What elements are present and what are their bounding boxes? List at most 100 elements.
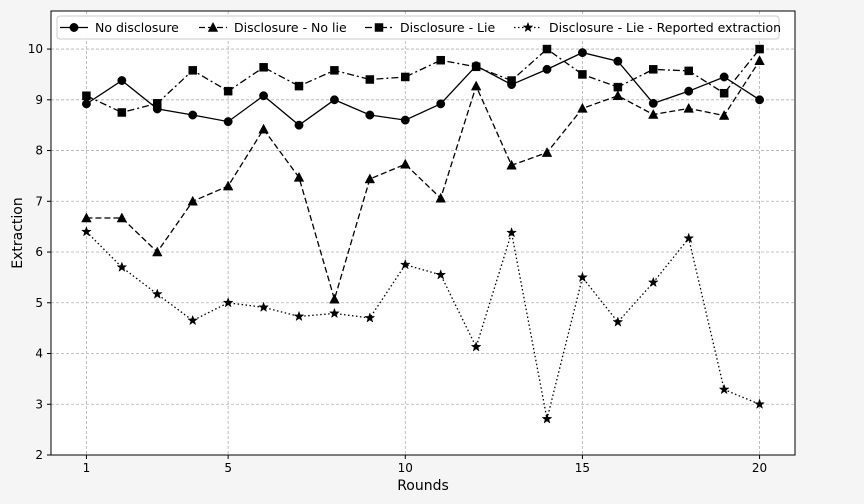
data-point — [365, 75, 375, 84]
data-point — [755, 95, 765, 105]
data-point — [647, 276, 659, 288]
data-point — [541, 147, 553, 157]
series-2 — [81, 55, 765, 304]
data-point — [542, 44, 552, 54]
data-point — [436, 55, 445, 65]
data-point — [81, 212, 92, 223]
data-point — [329, 95, 339, 105]
data-point — [754, 398, 766, 409]
data-point — [364, 173, 376, 184]
data-point — [612, 316, 624, 327]
data-point — [152, 246, 163, 257]
y-axis-title: Extraction — [10, 197, 26, 268]
x-tick-label: 20 — [752, 461, 767, 475]
data-point — [222, 180, 234, 191]
data-point — [258, 301, 270, 312]
data-point — [613, 56, 623, 66]
x-tick-label: 5 — [224, 461, 232, 475]
data-point — [151, 288, 163, 299]
data-point — [187, 195, 198, 206]
data-point — [223, 86, 233, 96]
data-point — [81, 99, 91, 109]
y-tick-label: 3 — [35, 397, 43, 411]
series-line — [86, 51, 760, 126]
data-point — [577, 102, 588, 113]
data-point — [258, 123, 269, 134]
data-point — [649, 65, 658, 74]
data-point — [259, 91, 269, 101]
data-point — [117, 108, 127, 117]
x-tick-label: 1 — [83, 461, 91, 475]
gridlines — [51, 11, 795, 456]
data-point — [577, 48, 587, 58]
data-point — [80, 225, 92, 237]
y-tick-label: 7 — [35, 194, 43, 208]
plot-area — [51, 11, 795, 455]
data-point — [684, 86, 694, 96]
series-line — [86, 60, 761, 302]
legend-label: Disclosure - Lie - Reported extraction — [549, 20, 781, 35]
data-point — [648, 98, 658, 108]
series-4 — [80, 225, 766, 424]
y-tick-label: 5 — [35, 296, 43, 310]
data-point — [506, 159, 517, 170]
legend-entry: Disclosure - Lie — [365, 20, 495, 35]
data-point — [435, 269, 447, 280]
data-point — [223, 117, 233, 127]
data-point — [294, 120, 304, 130]
data-point — [576, 271, 588, 283]
data-point — [684, 66, 693, 76]
y-tick-label: 8 — [35, 144, 43, 158]
data-point — [436, 99, 446, 109]
data-point — [222, 297, 234, 308]
data-point — [188, 110, 198, 120]
data-point — [400, 158, 411, 169]
data-point — [612, 90, 624, 100]
data-point — [328, 307, 340, 319]
data-point — [330, 66, 339, 75]
legend-label: Disclosure - Lie — [400, 20, 495, 35]
data-point — [718, 109, 730, 120]
data-point — [683, 102, 694, 113]
y-tick-label: 2 — [35, 448, 43, 462]
legend: No disclosure Disclosure - No lie Disclosu… — [56, 15, 781, 40]
data-point — [399, 258, 411, 270]
legend-entry: No disclosure — [60, 20, 179, 35]
data-point — [719, 72, 729, 82]
legend-label: No disclosure — [95, 20, 179, 35]
legend-label: Disclosure - No lie — [234, 20, 347, 35]
legend-box — [56, 15, 780, 40]
data-point — [116, 261, 128, 272]
y-tick-label: 4 — [35, 347, 43, 361]
legend-marker — [207, 21, 219, 32]
y-tick-label: 10 — [28, 42, 43, 56]
legend-marker — [522, 21, 534, 33]
data-point — [293, 171, 305, 182]
legend-entry: Disclosure - No lie — [199, 20, 347, 35]
data-point — [364, 312, 376, 323]
data-point — [259, 63, 268, 72]
x-tick-label: 10 — [398, 461, 413, 475]
legend-marker — [374, 23, 384, 32]
data-point — [542, 64, 552, 74]
data-point — [755, 44, 764, 54]
data-point — [329, 293, 340, 304]
series-3 — [82, 44, 764, 117]
y-axis: 2 3 4 5 6 7 8 9 10 — [28, 42, 51, 462]
legend-marker — [69, 23, 79, 32]
data-point — [187, 314, 199, 326]
data-point — [506, 226, 518, 238]
series-line — [85, 231, 760, 420]
plot-frame — [50, 10, 796, 456]
data-point — [470, 80, 482, 91]
legend-entry: Disclosure - Lie - Reported extraction — [514, 20, 781, 35]
data-point — [400, 115, 410, 125]
data-point — [471, 62, 481, 72]
data-point — [578, 70, 587, 79]
data-point — [365, 110, 375, 120]
data-point — [116, 212, 128, 223]
data-point — [401, 72, 410, 82]
data-point — [153, 99, 162, 108]
data-point — [117, 76, 127, 85]
